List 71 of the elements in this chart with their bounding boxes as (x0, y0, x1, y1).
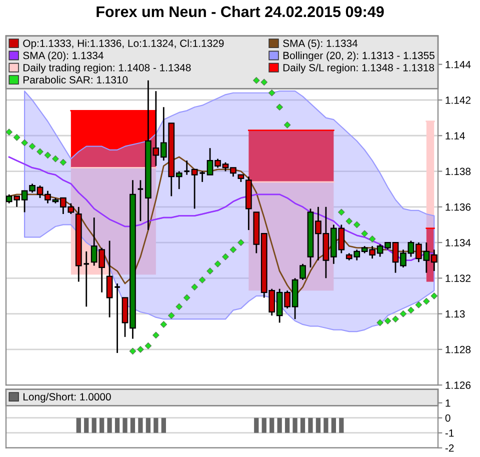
point (36, 148, 44, 156)
chart-title: Forex um Neun - Chart 24.02.2015 09:49 (96, 6, 384, 18)
point (392, 316, 399, 322)
point (160, 321, 168, 328)
point (346, 218, 353, 225)
point (430, 292, 438, 300)
legend-label: Long/Short: 1.0000 (24, 392, 111, 403)
point (28, 142, 36, 150)
point (222, 253, 229, 260)
point (183, 294, 190, 302)
point (408, 306, 414, 314)
y-tick-label: 1.132 (446, 274, 470, 282)
y-tick-label: 1.144 (446, 60, 471, 68)
point (368, 236, 376, 242)
point (6, 128, 12, 136)
y-tick-label: -1 (445, 429, 454, 437)
point (230, 246, 237, 254)
legend-label: Daily trading region: 1.1408 - 1.1348 (24, 64, 191, 74)
y-tick-label: 1 (446, 399, 450, 407)
candlestick (183, 160, 190, 176)
candlestick (137, 179, 144, 222)
point (376, 319, 384, 326)
y-tick-label: 1.134 (446, 239, 471, 246)
point (144, 342, 152, 350)
y-tick-label: 1.138 (446, 168, 471, 176)
point (214, 260, 222, 268)
point (129, 348, 136, 355)
point (253, 77, 260, 84)
point (206, 268, 214, 274)
point (384, 318, 392, 324)
point (238, 239, 244, 246)
point (13, 134, 20, 141)
candlestick (114, 282, 121, 354)
point (284, 122, 291, 128)
point (198, 276, 206, 284)
point (21, 139, 28, 146)
legend-label: SMA (5): 1.1334 (283, 39, 358, 50)
candlestick (198, 170, 206, 183)
y-tick-label: 1.142 (446, 96, 470, 104)
point (260, 78, 268, 86)
point (137, 346, 144, 353)
point (423, 298, 430, 305)
legend-label: Daily S/L region: 1.1348 - 1.1318 (283, 64, 434, 74)
point (361, 230, 368, 237)
point (415, 301, 422, 308)
point (60, 158, 67, 166)
legend-label: SMA (20): 1.1334 (23, 52, 104, 62)
point (44, 152, 52, 159)
y-tick-label: 0 (445, 414, 450, 422)
point (168, 312, 175, 319)
y-tick-label: -2 (445, 444, 454, 452)
point (152, 332, 160, 339)
y-tick-label: 1.126 (446, 382, 471, 389)
y-tick-label: 1.14 (446, 132, 465, 140)
point (338, 208, 345, 216)
point (52, 155, 59, 162)
y-tick-label: 1.128 (446, 346, 471, 354)
point (353, 221, 360, 228)
y-tick-label: 1.13 (446, 310, 465, 318)
point (176, 303, 182, 310)
legend-label: Op:1.1333, Hi:1.1336, Lo:1.1324, Cl:1.1329 (23, 39, 224, 50)
candlestick (300, 263, 306, 281)
point (268, 89, 276, 96)
legend-label: Bollinger (20, 2): 1.1313 - 1.1355 (283, 52, 434, 62)
candlestick (106, 240, 113, 318)
point (276, 104, 283, 111)
legend-label: Parabolic SAR: 1.1310 (24, 76, 128, 84)
point (191, 284, 198, 290)
candlestick (191, 168, 198, 210)
y-tick-label: 1.136 (446, 203, 471, 211)
point (400, 310, 407, 318)
